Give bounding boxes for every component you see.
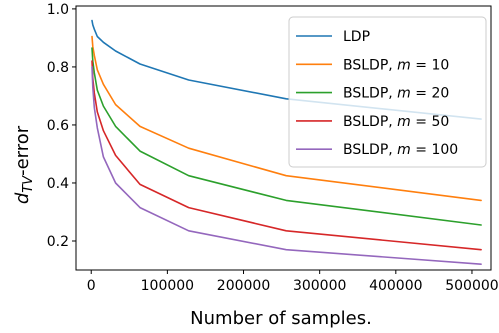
y-axis-title-main: d [12,192,33,204]
y-axis-title-subscript: TV [21,175,36,193]
legend-label: BSLDP, m = 50 [343,114,449,130]
legend: LDP BSLDP, m = 10 BSLDP, m = 20 BSLDP, m = … [288,16,487,168]
y-tick-label: 1.0 [47,2,69,18]
x-tick-label: 100000 [141,278,194,294]
series-line [91,35,482,202]
plot-frame [75,5,492,271]
x-tick-label: 400000 [369,278,422,294]
x-axis-title: Number of samples. [190,308,372,329]
y-tick-label: 0.8 [47,60,69,76]
series-line [91,60,482,251]
legend-label: BSLDP, m = 20 [343,86,449,102]
series-line [91,19,482,120]
series-line [91,66,482,266]
legend-label: BSLDP, m = 10 [343,57,449,73]
x-tick-label: 200000 [217,278,270,294]
y-axis-ticks: 0.2 0.4 0.6 0.8 1.0 [47,2,76,250]
y-tick-label: 0.6 [47,118,69,134]
legend-label: LDP [343,29,370,45]
x-axis-ticks: 0 100000 200000 300000 400000 500000 [87,270,499,294]
x-tick-label: 500000 [445,278,498,294]
x-tick-label: 0 [87,278,96,294]
plot-area [75,5,492,271]
x-tick-label: 300000 [293,278,346,294]
y-axis-title-suffix: -error [12,125,33,176]
series-lines [91,19,482,266]
y-tick-label: 0.4 [47,176,69,192]
legend-box [288,16,487,168]
y-axis-title: dTV-error [12,125,36,204]
legend-label: BSLDP, m = 100 [343,142,458,158]
series-line [91,47,482,226]
y-tick-label: 0.2 [47,234,69,250]
